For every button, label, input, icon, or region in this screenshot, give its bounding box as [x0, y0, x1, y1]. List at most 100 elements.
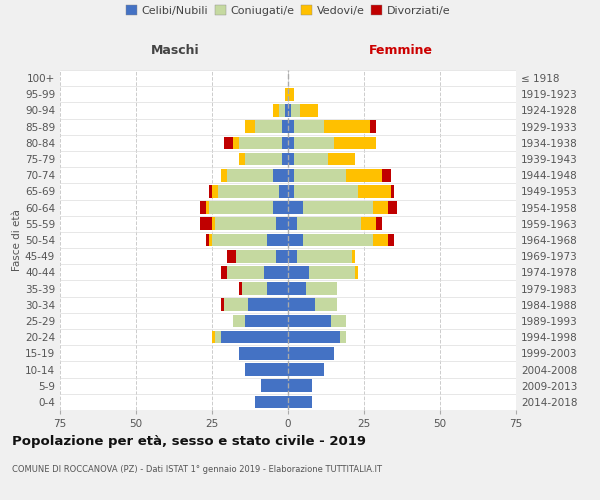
Bar: [273, 104, 279, 117]
Bar: [288, 380, 313, 392]
Bar: [288, 218, 297, 230]
Bar: [309, 266, 355, 278]
Bar: [346, 169, 382, 181]
Text: Maschi: Maschi: [151, 44, 200, 57]
Bar: [288, 266, 309, 278]
Bar: [218, 185, 279, 198]
Bar: [224, 136, 233, 149]
Bar: [361, 218, 376, 230]
Bar: [285, 104, 288, 117]
Bar: [245, 314, 288, 328]
Bar: [245, 363, 288, 376]
Bar: [206, 234, 209, 246]
Text: Femmine: Femmine: [368, 44, 433, 57]
Bar: [276, 250, 288, 262]
Bar: [300, 104, 319, 117]
Bar: [316, 298, 337, 311]
Bar: [285, 88, 288, 101]
Bar: [325, 120, 370, 133]
Bar: [227, 250, 236, 262]
Bar: [288, 250, 297, 262]
Bar: [288, 282, 306, 295]
Bar: [263, 266, 288, 278]
Bar: [288, 298, 316, 311]
Bar: [212, 218, 215, 230]
Bar: [388, 202, 397, 214]
Bar: [288, 202, 303, 214]
Bar: [227, 266, 263, 278]
Bar: [215, 331, 221, 344]
Bar: [388, 234, 394, 246]
Bar: [224, 298, 248, 311]
Text: COMUNE DI ROCCANOVA (PZ) - Dati ISTAT 1° gennaio 2019 - Elaborazione TUTTITALIA.: COMUNE DI ROCCANOVA (PZ) - Dati ISTAT 1°…: [12, 465, 382, 474]
Bar: [334, 136, 376, 149]
Bar: [209, 202, 273, 214]
Bar: [279, 185, 288, 198]
Bar: [288, 120, 294, 133]
Bar: [282, 152, 288, 166]
Bar: [306, 282, 337, 295]
Bar: [221, 331, 288, 344]
Bar: [212, 331, 215, 344]
Bar: [212, 234, 267, 246]
Bar: [248, 298, 288, 311]
Bar: [254, 396, 288, 408]
Bar: [236, 250, 276, 262]
Bar: [239, 152, 245, 166]
Bar: [288, 331, 340, 344]
Bar: [233, 314, 245, 328]
Bar: [291, 104, 300, 117]
Bar: [206, 202, 209, 214]
Bar: [288, 104, 291, 117]
Bar: [267, 234, 288, 246]
Bar: [215, 218, 276, 230]
Bar: [373, 202, 388, 214]
Bar: [355, 266, 358, 278]
Bar: [233, 136, 239, 149]
Bar: [288, 88, 294, 101]
Bar: [273, 169, 288, 181]
Bar: [288, 363, 325, 376]
Y-axis label: Fasce di età: Fasce di età: [12, 209, 22, 271]
Bar: [294, 120, 325, 133]
Bar: [358, 185, 391, 198]
Bar: [242, 282, 267, 295]
Bar: [382, 169, 391, 181]
Bar: [200, 202, 206, 214]
Bar: [282, 120, 288, 133]
Bar: [221, 298, 224, 311]
Bar: [370, 120, 376, 133]
Bar: [276, 218, 288, 230]
Bar: [288, 185, 294, 198]
Bar: [288, 347, 334, 360]
Bar: [221, 169, 227, 181]
Text: Popolazione per età, sesso e stato civile - 2019: Popolazione per età, sesso e stato civil…: [12, 435, 366, 448]
Bar: [209, 234, 212, 246]
Bar: [288, 396, 313, 408]
Bar: [373, 234, 388, 246]
Bar: [303, 234, 373, 246]
Bar: [227, 169, 273, 181]
Bar: [267, 282, 288, 295]
Bar: [376, 218, 382, 230]
Bar: [239, 136, 282, 149]
Bar: [288, 314, 331, 328]
Bar: [221, 266, 227, 278]
Bar: [294, 185, 358, 198]
Bar: [260, 380, 288, 392]
Bar: [297, 250, 352, 262]
Bar: [303, 202, 373, 214]
Bar: [279, 104, 285, 117]
Legend: Celibi/Nubili, Coniugati/e, Vedovi/e, Divorziati/e: Celibi/Nubili, Coniugati/e, Vedovi/e, Di…: [121, 1, 455, 20]
Bar: [200, 218, 212, 230]
Bar: [288, 234, 303, 246]
Bar: [288, 152, 294, 166]
Bar: [294, 136, 334, 149]
Bar: [331, 314, 346, 328]
Bar: [391, 185, 394, 198]
Bar: [294, 152, 328, 166]
Bar: [239, 282, 242, 295]
Bar: [245, 120, 254, 133]
Bar: [340, 331, 346, 344]
Bar: [288, 169, 294, 181]
